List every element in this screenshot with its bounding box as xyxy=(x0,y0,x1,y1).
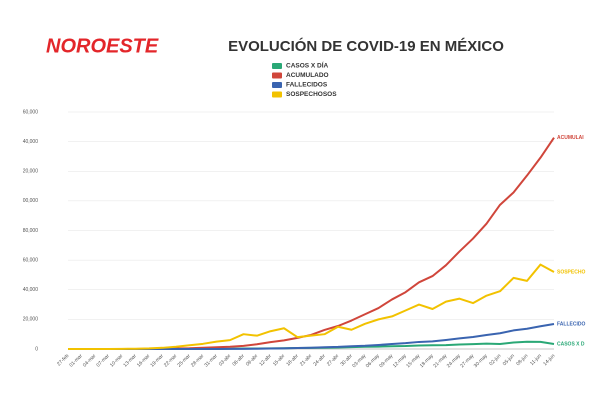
x-tick-label: 25-mar xyxy=(176,353,192,369)
y-tick-label: 60,000 xyxy=(23,109,39,115)
x-tick-label: 11-jun xyxy=(529,353,543,367)
x-tick-label: 19-mar xyxy=(149,353,165,369)
x-tick-label: 04-mar xyxy=(82,353,98,369)
chart-title: EVOLUCIÓN DE COVID-19 EN MÉXICO xyxy=(228,37,504,55)
x-tick-label: 22-mar xyxy=(163,353,179,369)
x-tick-label: 07-mar xyxy=(95,353,111,369)
legend-label: CASOS X DÍA xyxy=(286,61,329,70)
legend-swatch xyxy=(272,72,282,79)
x-tick-label: 24-abr xyxy=(312,353,327,368)
x-tick-label: 13-mar xyxy=(122,353,138,369)
x-tick-label: 08-jun xyxy=(515,353,529,367)
x-tick-label: 12-abr xyxy=(258,353,273,368)
x-tick-label: 06-abr xyxy=(231,353,246,368)
x-tick-label: 16-mar xyxy=(136,353,152,369)
y-tick-label: 20,000 xyxy=(23,317,39,323)
series-end-label: SOSPECHO xyxy=(557,269,585,275)
y-tick-label: 40,000 xyxy=(23,139,39,145)
y-tick-label: 60,000 xyxy=(23,257,39,263)
x-tick-label: 05-jun xyxy=(502,353,516,367)
series-line xyxy=(67,137,555,350)
x-tick-label: 18-abr xyxy=(285,353,300,368)
x-tick-label: 31-mar xyxy=(203,353,219,369)
brand-logo: NOROESTE xyxy=(46,35,159,57)
x-tick-label: 21-abr xyxy=(299,353,314,368)
x-tick-label: 10-mar xyxy=(109,353,125,369)
x-tick-label: 15-abr xyxy=(272,353,287,368)
x-tick-label: 28-mar xyxy=(190,353,206,369)
legend-swatch xyxy=(272,63,282,69)
y-tick-label: 20,000 xyxy=(23,169,39,175)
x-tick-label: 03-abr xyxy=(218,353,233,368)
legend-swatch xyxy=(272,82,282,88)
legend-label: FALLECIDOS xyxy=(286,82,328,89)
series-end-label: FALLECIDO xyxy=(557,321,585,327)
x-tick-label: 30-may xyxy=(473,353,489,369)
series-end-label: ACUMULAI xyxy=(557,135,584,141)
y-tick-label: 0 xyxy=(35,346,38,352)
legend-swatch xyxy=(272,91,282,98)
y-tick-label: 00,000 xyxy=(23,198,39,204)
legend-label: ACUMULADO xyxy=(286,72,329,79)
x-tick-label: 01-mar xyxy=(68,353,84,369)
legend-label: SOSPECHOSOS xyxy=(286,91,337,98)
x-tick-label: 14-jun xyxy=(542,353,556,367)
y-tick-label: 40,000 xyxy=(23,287,39,293)
series-line xyxy=(68,263,555,350)
x-tick-label: 27-abr xyxy=(326,353,341,368)
series-end-label: CASOS X D xyxy=(557,341,585,347)
x-tick-label: 02-jun xyxy=(488,353,502,367)
x-tick-label: 09-abr xyxy=(245,353,260,368)
y-tick-label: 80,000 xyxy=(23,228,39,234)
